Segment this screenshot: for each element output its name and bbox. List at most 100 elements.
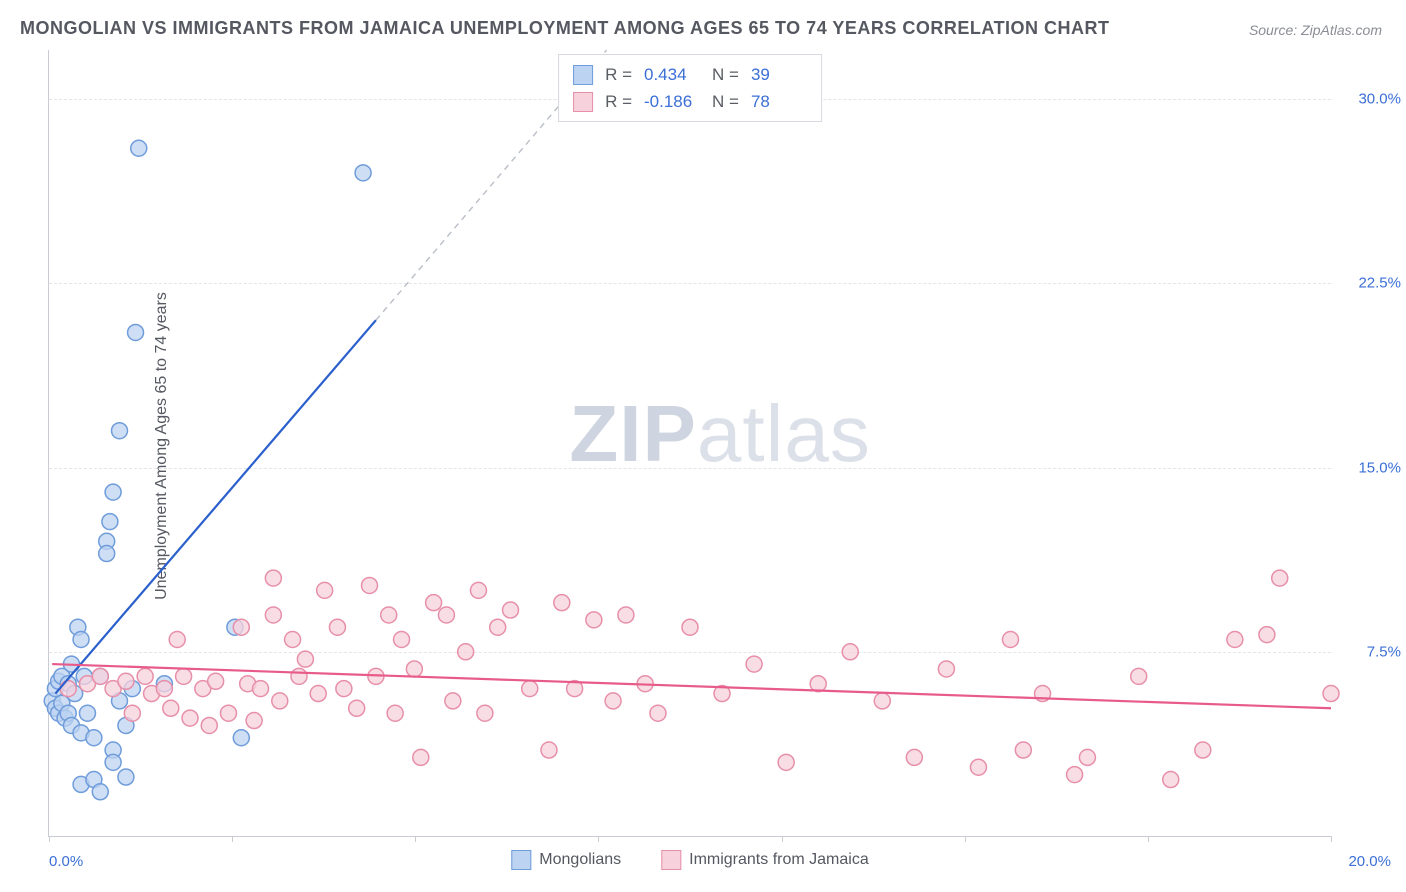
scatter-point xyxy=(1131,668,1147,684)
legend-swatch-series1 xyxy=(511,850,531,870)
scatter-point xyxy=(470,582,486,598)
y-tick-label: 22.5% xyxy=(1341,275,1401,292)
scatter-point xyxy=(112,423,128,439)
scatter-point xyxy=(906,749,922,765)
stats-row-series2: R = -0.186 N = 78 xyxy=(573,88,807,115)
scatter-point xyxy=(650,705,666,721)
scatter-point xyxy=(1067,767,1083,783)
scatter-point xyxy=(349,700,365,716)
scatter-point xyxy=(182,710,198,726)
scatter-point xyxy=(682,619,698,635)
scatter-point xyxy=(285,632,301,648)
scatter-point xyxy=(317,582,333,598)
scatter-point xyxy=(490,619,506,635)
scatter-point xyxy=(208,673,224,689)
x-tick xyxy=(598,836,599,842)
scatter-point xyxy=(291,668,307,684)
x-tick xyxy=(49,836,50,842)
correlation-chart: MONGOLIAN VS IMMIGRANTS FROM JAMAICA UNE… xyxy=(0,0,1406,892)
scatter-point xyxy=(746,656,762,672)
scatter-point xyxy=(118,769,134,785)
scatter-svg xyxy=(49,50,1331,836)
stats-row-series1: R = 0.434 N = 39 xyxy=(573,61,807,88)
scatter-point xyxy=(163,700,179,716)
scatter-point xyxy=(842,644,858,660)
scatter-point xyxy=(413,749,429,765)
legend-item-series2: Immigrants from Jamaica xyxy=(661,850,869,870)
scatter-point xyxy=(131,140,147,156)
scatter-point xyxy=(73,632,89,648)
scatter-point xyxy=(79,705,95,721)
scatter-point xyxy=(394,632,410,648)
scatter-point xyxy=(92,784,108,800)
x-tick xyxy=(782,836,783,842)
scatter-point xyxy=(387,705,403,721)
scatter-point xyxy=(246,713,262,729)
scatter-point xyxy=(233,730,249,746)
scatter-point xyxy=(99,546,115,562)
x-tick xyxy=(232,836,233,842)
scatter-point xyxy=(445,693,461,709)
scatter-point xyxy=(522,681,538,697)
scatter-point xyxy=(156,681,172,697)
scatter-point xyxy=(124,705,140,721)
scatter-point xyxy=(176,668,192,684)
trend-line xyxy=(55,320,376,693)
scatter-point xyxy=(970,759,986,775)
scatter-point xyxy=(233,619,249,635)
scatter-point xyxy=(169,632,185,648)
scatter-point xyxy=(554,595,570,611)
x-tick xyxy=(965,836,966,842)
x-tick xyxy=(415,836,416,842)
scatter-point xyxy=(381,607,397,623)
scatter-point xyxy=(253,681,269,697)
swatch-series2 xyxy=(573,92,593,112)
scatter-point xyxy=(118,673,134,689)
swatch-series1 xyxy=(573,65,593,85)
scatter-point xyxy=(1227,632,1243,648)
scatter-point xyxy=(1195,742,1211,758)
scatter-point xyxy=(1259,627,1275,643)
scatter-point xyxy=(1015,742,1031,758)
x-axis-min-label: 0.0% xyxy=(49,853,83,870)
scatter-point xyxy=(105,754,121,770)
scatter-point xyxy=(586,612,602,628)
scatter-point xyxy=(201,717,217,733)
scatter-point xyxy=(86,730,102,746)
scatter-point xyxy=(102,514,118,530)
scatter-point xyxy=(438,607,454,623)
scatter-point xyxy=(426,595,442,611)
scatter-point xyxy=(1003,632,1019,648)
x-axis-max-label: 20.0% xyxy=(1348,853,1391,870)
scatter-point xyxy=(92,668,108,684)
scatter-point xyxy=(618,607,634,623)
scatter-point xyxy=(105,484,121,500)
scatter-point xyxy=(1323,686,1339,702)
scatter-point xyxy=(137,668,153,684)
chart-title: MONGOLIAN VS IMMIGRANTS FROM JAMAICA UNE… xyxy=(20,18,1110,39)
scatter-point xyxy=(355,165,371,181)
scatter-point xyxy=(938,661,954,677)
source-credit: Source: ZipAtlas.com xyxy=(1249,22,1382,38)
scatter-point xyxy=(477,705,493,721)
legend: Mongolians Immigrants from Jamaica xyxy=(511,850,868,870)
scatter-point xyxy=(329,619,345,635)
scatter-point xyxy=(503,602,519,618)
x-tick xyxy=(1331,836,1332,842)
scatter-point xyxy=(336,681,352,697)
scatter-point xyxy=(605,693,621,709)
scatter-point xyxy=(265,570,281,586)
scatter-point xyxy=(128,324,144,340)
scatter-point xyxy=(778,754,794,770)
stats-box: R = 0.434 N = 39 R = -0.186 N = 78 xyxy=(558,54,822,122)
y-tick-label: 15.0% xyxy=(1341,459,1401,476)
scatter-point xyxy=(220,705,236,721)
plot-area: ZIPatlas 7.5%15.0%22.5%30.0% 0.0% 20.0% … xyxy=(48,50,1331,837)
y-tick-label: 30.0% xyxy=(1341,91,1401,108)
scatter-point xyxy=(541,742,557,758)
scatter-point xyxy=(310,686,326,702)
scatter-point xyxy=(272,693,288,709)
x-tick xyxy=(1148,836,1149,842)
legend-item-series1: Mongolians xyxy=(511,850,621,870)
scatter-point xyxy=(1079,749,1095,765)
